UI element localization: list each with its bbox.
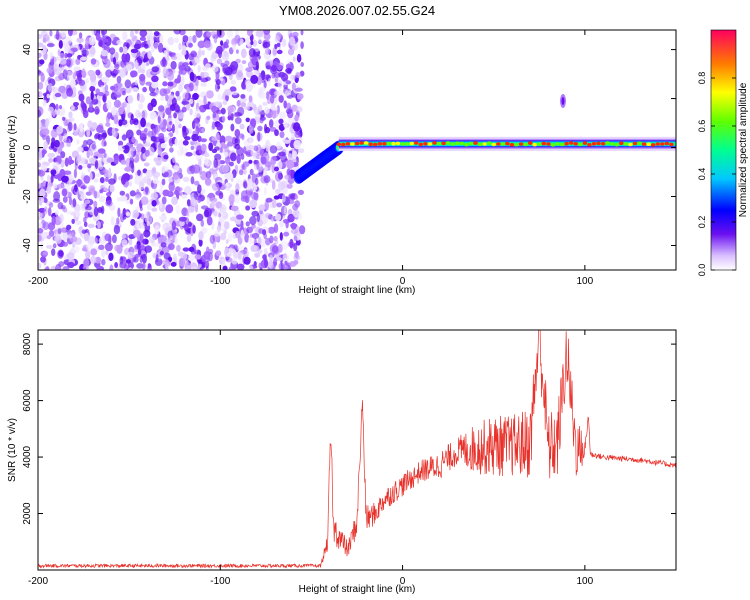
snr-xlabel: Height of straight line (km) <box>299 584 416 595</box>
figure-title: YM08.2026.007.02.55.G24 <box>279 3 435 18</box>
spectrogram-frame <box>37 29 677 271</box>
x-tick-label: -200 <box>28 576 48 587</box>
snr-ticks: -200 -100 0 100 2000 4000 6000 8000 <box>22 330 676 587</box>
colorbar-tick-label: 0.0 <box>697 264 707 277</box>
y-tick-label: -20 <box>22 189 33 204</box>
colorbar-tick-label: 0.2 <box>697 216 707 229</box>
colorbar-gradient <box>711 30 736 270</box>
spectrogram-ylabel: Frequency (Hz) <box>7 116 18 185</box>
y-tick-label: 20 <box>22 93 33 105</box>
colorbar-ticks: 0.0 0.2 0.4 0.6 0.8 <box>697 72 736 277</box>
y-tick-label: 40 <box>22 44 33 56</box>
snr-series-line <box>38 330 676 569</box>
heatmap-region-noise <box>38 30 306 270</box>
y-tick-label: 6000 <box>22 389 33 412</box>
heatmap-region-tone <box>336 136 676 151</box>
y-tick-label: -40 <box>22 238 33 253</box>
heatmap-region-onset <box>293 140 344 184</box>
x-tick-label: 100 <box>577 576 594 587</box>
snr-frame <box>37 329 677 571</box>
x-tick-label: 0 <box>400 576 406 587</box>
colorbar-tick-label: 0.8 <box>697 72 707 85</box>
snr-background <box>38 330 676 570</box>
y-tick-label: 4000 <box>22 445 33 468</box>
snr-panel: -200 -100 0 100 2000 4000 6000 8000 Height of s… <box>7 329 677 595</box>
y-tick-label: 0 <box>22 144 33 150</box>
colorbar: 0.0 0.2 0.4 0.6 0.8 Normalized spectral ampl… <box>697 29 749 277</box>
spectrogram-heatmap <box>38 30 676 270</box>
colorbar-frame <box>710 29 737 271</box>
y-tick-label: 2000 <box>22 502 33 525</box>
colorbar-label: Normalized spectral amplitude <box>738 82 749 217</box>
x-tick-label: -100 <box>210 276 230 287</box>
x-tick-label: -100 <box>210 576 230 587</box>
x-tick-label: 100 <box>577 276 594 287</box>
x-tick-label: 0 <box>400 276 406 287</box>
heatmap-region-spur <box>559 94 566 109</box>
snr-ylabel: SNR (10 * v/v) <box>7 418 18 482</box>
colorbar-tick-label: 0.4 <box>697 168 707 181</box>
colorbar-tick-label: 0.6 <box>697 120 707 133</box>
x-tick-label: -200 <box>28 276 48 287</box>
y-tick-label: 8000 <box>22 333 33 356</box>
spectrogram-xlabel: Height of straight line (km) <box>299 285 416 296</box>
